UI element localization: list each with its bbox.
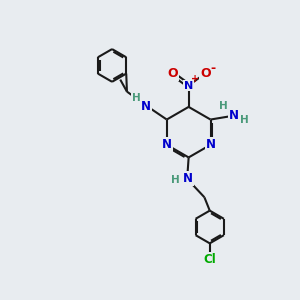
Text: N: N bbox=[228, 109, 239, 122]
Text: N: N bbox=[184, 80, 193, 91]
Text: H: H bbox=[172, 175, 180, 185]
Text: O: O bbox=[200, 67, 211, 80]
Text: N: N bbox=[183, 172, 193, 185]
Text: O: O bbox=[167, 67, 178, 80]
Text: N: N bbox=[141, 100, 151, 113]
Text: N: N bbox=[162, 138, 172, 151]
Text: Cl: Cl bbox=[203, 253, 216, 266]
Text: H: H bbox=[219, 100, 227, 111]
Text: H: H bbox=[132, 92, 141, 103]
Text: -: - bbox=[210, 62, 216, 75]
Text: N: N bbox=[206, 138, 215, 151]
Text: +: + bbox=[191, 74, 199, 84]
Text: H: H bbox=[240, 115, 249, 124]
